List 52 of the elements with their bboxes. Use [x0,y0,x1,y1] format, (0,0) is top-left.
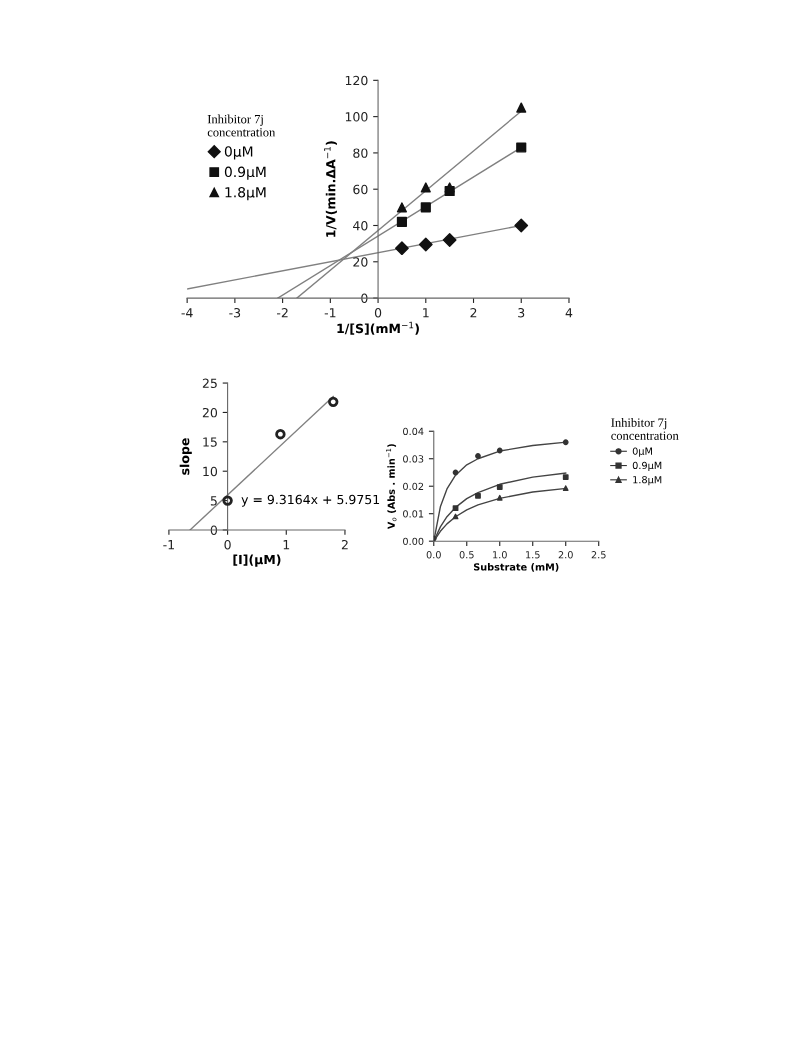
y-tick-label: 20 [202,407,218,418]
legend-label: 0.9μM [224,166,266,180]
x-tick-label: 2 [470,308,477,318]
x-tick-label: 1 [423,308,429,318]
x-tick-label: 2.0 [558,551,573,559]
legend-label: 0μM [224,146,253,160]
y-tick-label: 0 [210,525,218,535]
y-tick-label: 25 [202,378,217,388]
y-axis-title: slope [179,438,192,475]
x-tick-label: 3 [518,308,525,318]
x-tick-label: 0.5 [459,551,474,559]
y-tick-label: 5 [210,496,217,506]
x-tick-label: 0.0 [426,551,441,559]
x-tick-label: 1.5 [526,551,540,559]
x-axis-title: Substrate (mM) [473,563,559,572]
legend-title: Inhibitor 7j concentration [611,418,679,440]
legend-title: Inhibitor 7j concentration [207,114,276,137]
legend-label: 1.8μM [633,476,662,486]
x-tick-label: -1 [324,308,336,318]
x-axis-title: [I](μM) [233,554,281,567]
y-tick-label: 0.04 [403,427,424,436]
x-tick-label: -3 [229,308,241,318]
x-tick-label: 4 [565,308,573,318]
y-tick-label: 15 [203,437,217,447]
legend-label: 0μM [632,447,652,457]
y-tick-label: 0.03 [403,455,424,463]
x-tick-label: 0 [224,539,231,550]
y-tick-label: 40 [353,220,368,231]
y-tick-label: 120 [345,75,368,86]
x-tick-label: -1 [163,540,174,550]
y-tick-label: 0.00 [403,537,424,546]
y-axis-title: V$_{o}$ (Abs . min$^{−1}$) [386,444,397,530]
annotation: y = 9.3164x + 5.9751 [241,494,380,507]
x-tick-label: 1.0 [493,551,507,559]
y-tick-label: 0.02 [403,482,424,491]
x-tick-label: 0 [374,308,382,318]
x-tick-label: -4 [181,308,193,318]
y-tick-label: 0 [361,293,368,303]
legend-label: 1.8μM [225,186,266,201]
y-tick-label: 20 [353,257,368,267]
x-tick-label: 2 [341,539,348,550]
y-tick-label: 100 [345,112,368,122]
y-axis-title: 1/V(min.ΔA$^{−1}$) [324,141,337,237]
legend-label: 0.9μM [632,461,662,471]
x-axis-title: 1/[S](mM$^{−1}$) [337,321,419,335]
x-tick-label: 2.5 [591,551,606,559]
x-tick-label: -2 [276,308,288,318]
y-tick-label: 10 [203,466,218,477]
x-tick-label: 1 [283,540,290,550]
y-tick-label: 60 [353,184,368,195]
y-tick-label: 80 [353,148,368,158]
y-tick-label: 0.01 [403,510,424,518]
